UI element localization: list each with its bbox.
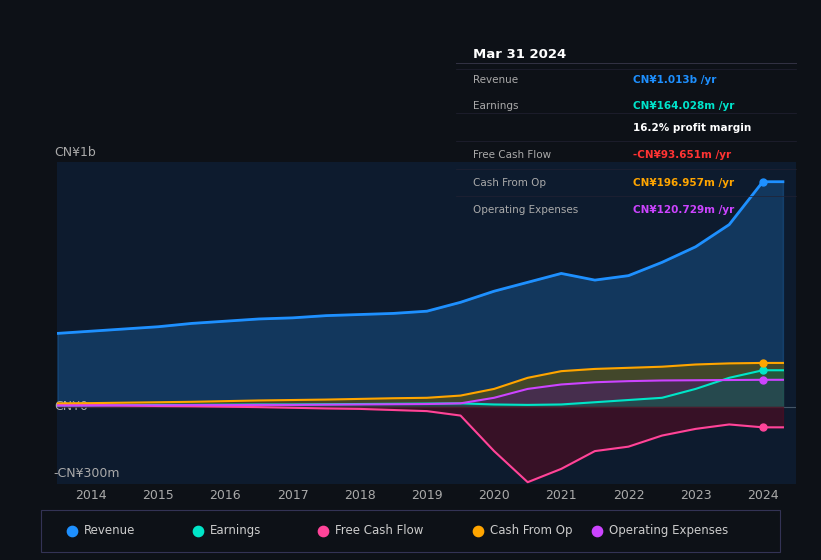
Text: CN¥120.729m /yr: CN¥120.729m /yr xyxy=(633,205,734,215)
FancyBboxPatch shape xyxy=(41,510,780,552)
Point xyxy=(756,178,769,186)
Text: Operating Expenses: Operating Expenses xyxy=(608,524,727,537)
Text: CN¥1.013b /yr: CN¥1.013b /yr xyxy=(633,76,716,86)
Text: Earnings: Earnings xyxy=(473,101,518,111)
Text: CN¥196.957m /yr: CN¥196.957m /yr xyxy=(633,178,734,188)
Text: Free Cash Flow: Free Cash Flow xyxy=(473,150,551,160)
Text: Cash From Op: Cash From Op xyxy=(473,178,546,188)
Text: Free Cash Flow: Free Cash Flow xyxy=(335,524,424,537)
Point xyxy=(590,526,603,535)
Point xyxy=(756,358,769,367)
Text: -CN¥300m: -CN¥300m xyxy=(54,467,120,480)
Text: CN¥0: CN¥0 xyxy=(54,400,88,413)
Point xyxy=(317,526,330,535)
Point xyxy=(756,423,769,432)
Text: CN¥164.028m /yr: CN¥164.028m /yr xyxy=(633,101,734,111)
Text: Earnings: Earnings xyxy=(209,524,261,537)
Text: Revenue: Revenue xyxy=(473,76,518,86)
Point xyxy=(756,366,769,375)
Text: Operating Expenses: Operating Expenses xyxy=(473,205,578,215)
Point xyxy=(191,526,204,535)
Text: CN¥1b: CN¥1b xyxy=(54,146,95,159)
Text: Revenue: Revenue xyxy=(84,524,135,537)
Point xyxy=(756,375,769,384)
Text: Mar 31 2024: Mar 31 2024 xyxy=(473,49,566,62)
Point xyxy=(472,526,485,535)
Text: 16.2% profit margin: 16.2% profit margin xyxy=(633,123,751,133)
Text: -CN¥93.651m /yr: -CN¥93.651m /yr xyxy=(633,150,731,160)
Text: Cash From Op: Cash From Op xyxy=(490,524,573,537)
Point xyxy=(66,526,79,535)
